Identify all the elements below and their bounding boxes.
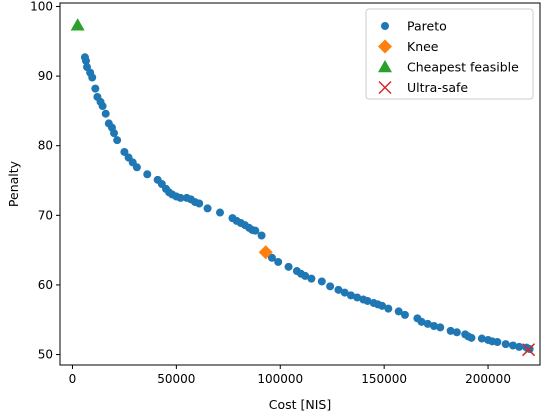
- legend: Pareto Knee Cheapest feasible Ultra-safe: [365, 8, 534, 100]
- x-tick-label: 150000: [361, 372, 407, 386]
- pareto-point: [251, 226, 260, 235]
- x-tick-label: 100000: [257, 372, 303, 386]
- y-tick-label: 80: [38, 139, 53, 153]
- legend-entry-ultra-safe: Ultra-safe: [378, 80, 468, 95]
- legend-label-knee: Knee: [407, 39, 439, 54]
- pareto-point: [394, 307, 403, 316]
- y-tick-label: 100: [30, 0, 53, 13]
- pareto-point: [274, 257, 283, 266]
- pareto-point: [417, 317, 426, 326]
- pareto-point: [284, 262, 293, 271]
- points-layer: [70, 18, 536, 357]
- pareto-point: [113, 136, 122, 145]
- pareto-point: [203, 204, 212, 213]
- pareto-point: [452, 328, 461, 337]
- pareto-point: [430, 322, 439, 331]
- pareto-point: [400, 310, 409, 319]
- ultra-safe-point: [522, 343, 536, 357]
- pareto-point: [477, 334, 486, 343]
- legend-box: [365, 8, 534, 100]
- x-tick-label: 0: [69, 372, 77, 386]
- legend-label-cheapest-feasible: Cheapest feasible: [407, 60, 519, 75]
- pareto-point: [216, 208, 224, 217]
- legend-ultra-safe-marker: [378, 80, 392, 95]
- pareto-point: [195, 199, 204, 208]
- pareto-point: [363, 296, 372, 305]
- pareto-point: [307, 274, 316, 283]
- pareto-point: [326, 282, 335, 291]
- legend-cheapest-feasible-marker: [378, 60, 392, 73]
- knee-point: [258, 245, 273, 260]
- pareto-point: [353, 293, 362, 302]
- legend-label-pareto: Pareto: [407, 19, 447, 34]
- pareto-point: [501, 340, 510, 349]
- y-axis-label: Penalty: [6, 160, 21, 207]
- pareto-point: [334, 285, 343, 294]
- pareto-point: [176, 193, 185, 202]
- pareto-point: [423, 319, 432, 328]
- pareto-point: [340, 288, 349, 297]
- legend-entry-knee: Knee: [378, 39, 439, 54]
- pareto-point: [132, 163, 141, 172]
- pareto-point: [493, 338, 502, 347]
- legend-pareto-marker: [381, 22, 389, 30]
- legend-label-ultra-safe: Ultra-safe: [407, 80, 468, 95]
- pareto-point: [384, 304, 393, 313]
- pareto-point: [508, 341, 517, 350]
- pareto-point: [120, 147, 129, 156]
- pareto-point: [317, 277, 326, 286]
- pareto-point: [257, 231, 266, 240]
- y-tick-label: 70: [38, 208, 53, 222]
- y-tick-label: 90: [38, 69, 53, 83]
- pareto-point: [81, 56, 90, 65]
- pareto-point: [110, 129, 119, 138]
- pareto-point: [143, 170, 152, 179]
- y-axis-ticks: 50 60 70 80 90 100: [30, 0, 60, 362]
- pareto-point: [346, 291, 355, 300]
- pareto-point: [515, 342, 524, 351]
- pareto-point: [88, 73, 97, 82]
- pareto-point: [378, 301, 387, 310]
- legend-knee-marker: [378, 39, 392, 54]
- cheapest-feasible-point: [70, 18, 85, 31]
- pareto-point: [101, 109, 110, 118]
- y-tick-label: 50: [38, 348, 53, 362]
- x-tick-label: 50000: [157, 372, 195, 386]
- x-axis-label: Cost [NIS]: [269, 397, 332, 412]
- pareto-point: [91, 84, 100, 93]
- pareto-point: [98, 102, 107, 111]
- pareto-point: [301, 271, 310, 280]
- y-tick-label: 60: [38, 278, 53, 292]
- legend-entry-pareto: Pareto: [381, 19, 447, 34]
- pareto-point: [267, 253, 276, 262]
- legend-entry-cheapest-feasible: Cheapest feasible: [378, 60, 519, 75]
- x-axis-ticks: 0 50000 100000 150000 200000: [69, 365, 511, 386]
- pareto-point: [436, 323, 445, 332]
- pareto-point: [467, 333, 476, 342]
- pareto-point: [446, 326, 455, 335]
- x-tick-label: 200000: [465, 372, 511, 386]
